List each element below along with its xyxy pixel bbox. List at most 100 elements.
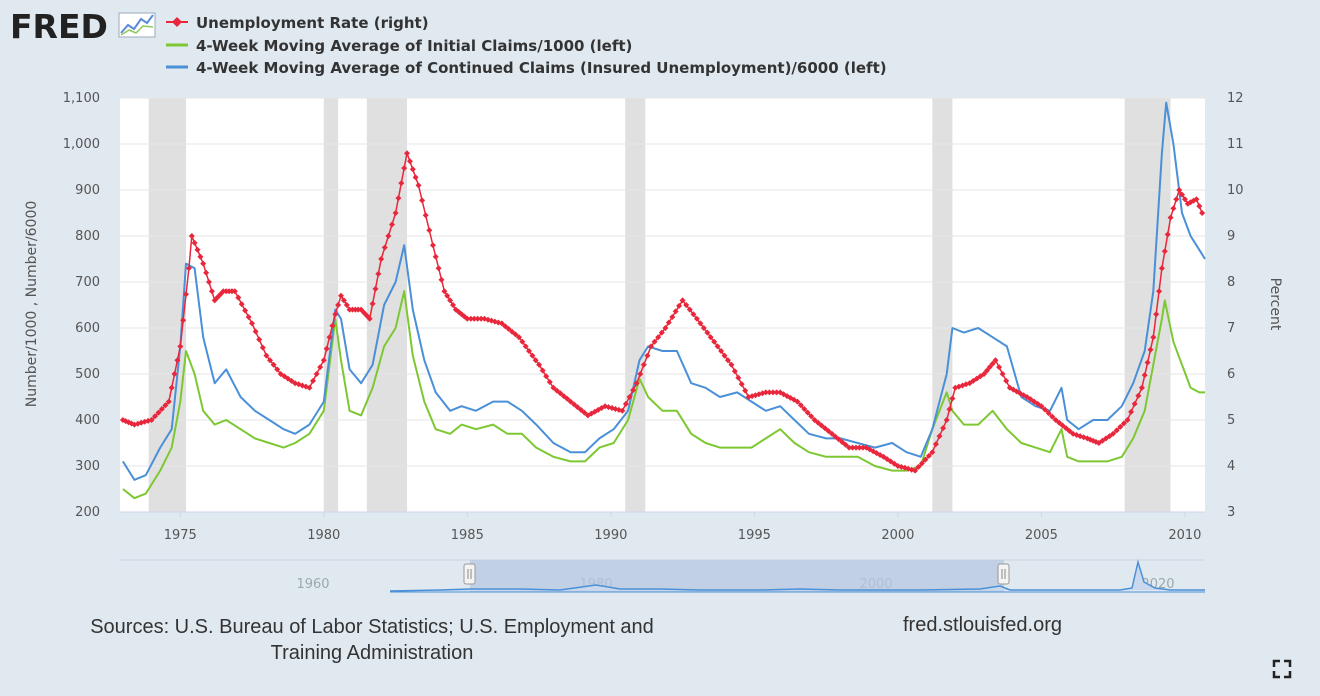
data-point: [385, 233, 392, 239]
data-point: [211, 297, 218, 304]
data-point: [1193, 196, 1200, 203]
data-point: [797, 402, 804, 409]
data-point: [811, 417, 818, 423]
data-point: [1176, 187, 1183, 193]
data-point: [401, 165, 408, 172]
y-tick-label: 500: [75, 367, 100, 382]
data-point: [856, 444, 863, 451]
data-point: [395, 195, 402, 202]
data-point: [728, 361, 735, 368]
fred-logo[interactable]: FRED: [10, 7, 156, 46]
data-point: [419, 197, 426, 204]
navigator-right-handle[interactable]: [997, 563, 1010, 585]
data-point: [1063, 425, 1070, 432]
data-point: [949, 395, 956, 402]
data-point: [1147, 346, 1154, 353]
data-point: [171, 371, 178, 377]
data-point: [238, 301, 245, 308]
data-point: [828, 430, 835, 437]
data-point: [252, 328, 259, 335]
data-point: [567, 398, 574, 405]
data-point: [177, 343, 184, 350]
data-point: [735, 374, 742, 381]
data-point: [409, 166, 416, 173]
data-point: [1110, 430, 1117, 437]
fred-logo-text: FRED: [10, 7, 108, 46]
recession-band: [1124, 98, 1171, 512]
data-point: [1045, 410, 1052, 417]
range-navigator[interactable]: 1960 1980 2000 2020: [120, 559, 1205, 593]
data-point: [925, 452, 932, 459]
data-point: [438, 276, 445, 283]
data-point: [320, 357, 327, 364]
data-point: [180, 317, 187, 324]
data-point: [185, 265, 192, 272]
y-tick-label: 400: [75, 413, 100, 428]
y2-tick-label: 3: [1227, 505, 1235, 520]
data-point: [801, 406, 808, 412]
legend-item-continued-claims[interactable]: 4-Week Moving Average of Continued Claim…: [166, 59, 887, 77]
fred-logo-chart-icon: [118, 12, 156, 38]
data-point: [665, 319, 672, 326]
y2-tick-label: 10: [1227, 183, 1244, 198]
data-point: [560, 393, 567, 400]
data-point: [203, 269, 210, 276]
data-point: [471, 315, 478, 322]
data-point: [231, 288, 238, 295]
data-point: [766, 389, 773, 396]
x-tick-label: 2010: [1168, 528, 1201, 543]
site-link[interactable]: fred.stlouisfed.org: [903, 614, 1062, 636]
data-point: [432, 253, 439, 260]
legend-item-unemployment-rate[interactable]: Unemployment Rate (right): [166, 14, 429, 32]
data-point: [1150, 334, 1157, 341]
data-point: [912, 467, 919, 474]
navigator-left-handle[interactable]: [463, 563, 476, 585]
data-point: [372, 285, 379, 292]
x-tick-label: 1995: [738, 528, 771, 543]
data-point: [619, 407, 626, 414]
data-point: [155, 409, 162, 416]
legend-item-initial-claims[interactable]: 4-Week Moving Average of Initial Claims/…: [166, 37, 632, 55]
navigator-selected-range[interactable]: [470, 560, 1004, 592]
data-point: [1144, 359, 1151, 366]
data-point: [1199, 210, 1206, 216]
data-point: [648, 343, 654, 350]
data-point: [773, 389, 780, 396]
data-point: [1173, 196, 1180, 203]
data-point: [343, 302, 350, 308]
data-point: [922, 456, 929, 463]
data-point: [630, 387, 637, 394]
data-point: [404, 150, 410, 157]
data-point: [526, 348, 532, 354]
data-point: [242, 307, 249, 314]
x-tick-label: 1980: [307, 528, 340, 543]
data-point: [270, 361, 277, 368]
data-point: [335, 302, 342, 308]
data-point: [704, 329, 711, 336]
diamond-marker-icon: [172, 17, 182, 27]
series-unemployment-rate[interactable]: [119, 150, 1206, 474]
data-point: [571, 401, 578, 408]
data-point: [502, 323, 509, 330]
data-point: [539, 367, 546, 374]
recession-band: [625, 98, 646, 512]
data-point: [306, 384, 313, 391]
data-point: [794, 398, 801, 405]
data-point: [770, 389, 776, 396]
data-point: [1066, 428, 1073, 434]
series-initial-claims[interactable]: [122, 290, 1205, 500]
data-point: [683, 302, 690, 308]
fullscreen-icon[interactable]: [1272, 659, 1292, 679]
data-point: [731, 368, 738, 375]
data-point: [200, 260, 207, 267]
data-point: [690, 311, 697, 318]
data-point: [574, 404, 581, 411]
data-point: [174, 357, 181, 364]
data-point: [398, 180, 405, 187]
series-continued-claims[interactable]: [122, 101, 1206, 481]
data-point: [1113, 427, 1120, 434]
series-line: [122, 290, 1205, 500]
data-point: [165, 398, 172, 405]
data-point: [519, 338, 526, 345]
